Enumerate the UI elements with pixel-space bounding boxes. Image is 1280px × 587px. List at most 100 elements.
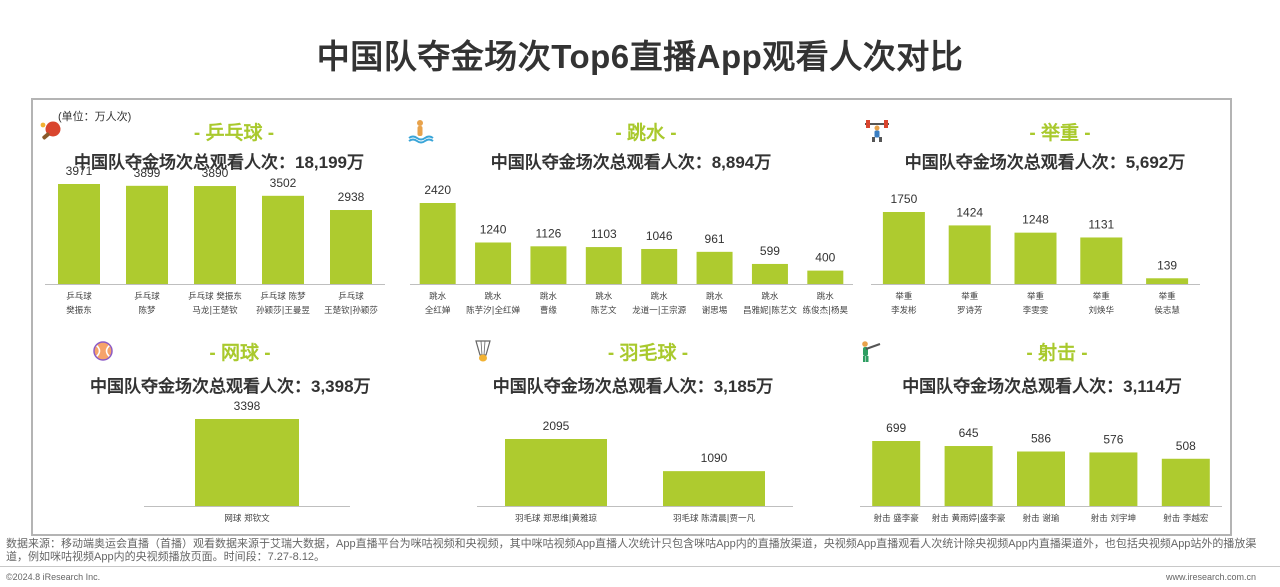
bar	[126, 185, 168, 284]
bar	[1017, 451, 1065, 506]
category-label: 乒乓球 樊振东	[188, 291, 242, 302]
panel-table-tennis: - 乒乓球 - 中国队夺金场次总观看人次：18,199万 3971 乒乓球 樊振东 3…	[38, 112, 400, 326]
category-label: 跳水	[540, 291, 558, 302]
panel-shooting: - 射击 - 中国队夺金场次总观看人次：3,114万 699 射击 盛李豪 645 射…	[856, 334, 1228, 534]
bar	[505, 439, 607, 506]
data-label: 1750	[891, 192, 918, 206]
category-label: 举重	[895, 291, 913, 302]
category-label: 陈梦	[138, 305, 156, 316]
category-label: 乒乓球 陈梦	[260, 291, 306, 302]
data-label: 1240	[480, 222, 507, 236]
bar	[1146, 278, 1189, 284]
category-label: 羽毛球 郑思维|黄雅琼	[515, 513, 598, 524]
category-label: 跳水	[706, 291, 724, 302]
page-title: 中国队夺金场次Top6直播App观看人次对比	[316, 38, 964, 75]
data-label: 1424	[956, 205, 983, 219]
data-label: 2095	[543, 419, 570, 433]
category-label: 罗诗芳	[957, 305, 983, 316]
bar-chart: 2095 羽毛球 郑思维|黄雅琼 1090 羽毛球 陈清晨|贾一凡	[477, 419, 793, 524]
data-label: 1090	[701, 451, 728, 465]
data-label: 508	[1176, 439, 1196, 453]
shooting-icon	[862, 339, 1022, 363]
bar	[194, 186, 236, 284]
bar	[663, 471, 765, 506]
data-label: 3398	[234, 399, 261, 413]
data-label: 2938	[338, 190, 365, 204]
bar	[475, 242, 512, 284]
category-label: 樊振东	[66, 305, 92, 316]
bar	[330, 210, 372, 284]
data-label: 1131	[1088, 217, 1114, 231]
website-link[interactable]: www.iresearch.com.cn	[1165, 572, 1256, 582]
category-label: 举重	[1159, 291, 1177, 302]
bar	[585, 247, 622, 284]
sport-name: - 网球 -	[209, 343, 271, 364]
category-label: 侯志慧	[1154, 305, 1180, 316]
data-label: 139	[1157, 258, 1177, 272]
category-label: 乒乓球	[338, 291, 364, 302]
sport-name: - 羽毛球 -	[607, 343, 689, 364]
category-label: 全红婵	[425, 305, 451, 316]
shuttlecock-icon	[475, 339, 604, 363]
bar	[882, 212, 925, 284]
bar-chart: 699 射击 盛李豪 645 射击 黄雨婷|盛李豪 586 射击 谢瑜 576 射击 刘宇坤 5…	[860, 421, 1222, 524]
panel-weightlifting: - 举重 - 中国队夺金场次总观看人次：5,692万 1750 举重 李发彬 1424…	[864, 112, 1226, 326]
category-label: 跳水	[429, 291, 447, 302]
category-label: 举重	[1027, 291, 1045, 302]
bar	[641, 248, 678, 284]
bar	[262, 195, 304, 284]
sport-name: - 跳水 -	[615, 123, 677, 144]
bar	[696, 251, 733, 284]
category-label: 谢思埸	[702, 305, 728, 316]
data-label: 586	[1031, 432, 1051, 446]
bar	[1089, 452, 1138, 506]
bar	[58, 184, 100, 284]
category-label: 李雯雯	[1023, 305, 1049, 316]
category-label: 乒乓球	[66, 291, 92, 302]
category-label: 举重	[1093, 291, 1111, 302]
category-label: 跳水	[595, 291, 613, 302]
bar	[872, 441, 921, 506]
category-label: 射击 盛李豪	[874, 513, 920, 524]
category-label: 昌雅妮|陈艺文	[743, 305, 797, 316]
panel-total: 中国队夺金场次总观看人次：18,199万	[74, 153, 364, 172]
panel-total: 中国队夺金场次总观看人次：8,894万	[490, 153, 772, 172]
source-note: 数据来源：移动端奥运会直播（首播）观看数据来源于艾瑞大数据，App直播平台为咪咕…	[6, 538, 1257, 563]
category-label: 龙道一|王宗源	[632, 305, 686, 316]
panel-header: - 羽毛球 -	[470, 338, 796, 365]
panel-diving: - 跳水 - 中国队夺金场次总观看人次：8,894万 2420 跳水全红婵 1240…	[407, 112, 855, 326]
bar	[944, 446, 993, 506]
category-label: 李发彬	[891, 305, 917, 316]
panel-header: - 跳水 -	[407, 118, 855, 145]
unit-label: (单位：万人次)	[58, 111, 132, 123]
category-label: 练俊杰|杨昊	[803, 305, 849, 316]
data-label: 3502	[270, 176, 297, 190]
panel-total: 中国队夺金场次总观看人次：3,185万	[492, 377, 774, 396]
data-label: 2420	[424, 183, 451, 197]
bar	[1161, 458, 1210, 506]
data-label: 1248	[1022, 213, 1049, 227]
sport-name: - 举重 -	[1029, 123, 1091, 144]
category-label: 跳水	[485, 291, 503, 302]
sport-name: - 乒乓球 -	[193, 123, 275, 144]
data-label: 400	[815, 251, 835, 265]
data-label: 3890	[202, 166, 229, 180]
category-label: 网球 郑钦文	[224, 513, 270, 524]
category-label: 马龙|王楚钦	[192, 305, 238, 316]
panel-tennis: - 网球 - 中国队夺金场次总观看人次：3,398万 3398 网球 郑钦文	[90, 334, 371, 534]
panel-total: 中国队夺金场次总观看人次：3,398万	[90, 377, 371, 396]
data-label: 699	[886, 421, 906, 435]
bar	[419, 203, 456, 284]
chart-frame	[31, 98, 1232, 536]
category-label: 孙颖莎|王曼昱	[256, 305, 310, 316]
category-label: 射击 黄雨婷|盛李豪	[932, 513, 1006, 524]
bar	[1080, 237, 1123, 284]
category-label: 射击 李越宏	[1163, 513, 1208, 524]
category-label: 射击 刘宇坤	[1091, 513, 1136, 524]
data-label: 1103	[591, 227, 617, 241]
footer-divider	[0, 566, 1280, 567]
category-label: 陈芋汐|全红婵	[466, 305, 520, 316]
category-label: 曹缘	[540, 305, 558, 316]
